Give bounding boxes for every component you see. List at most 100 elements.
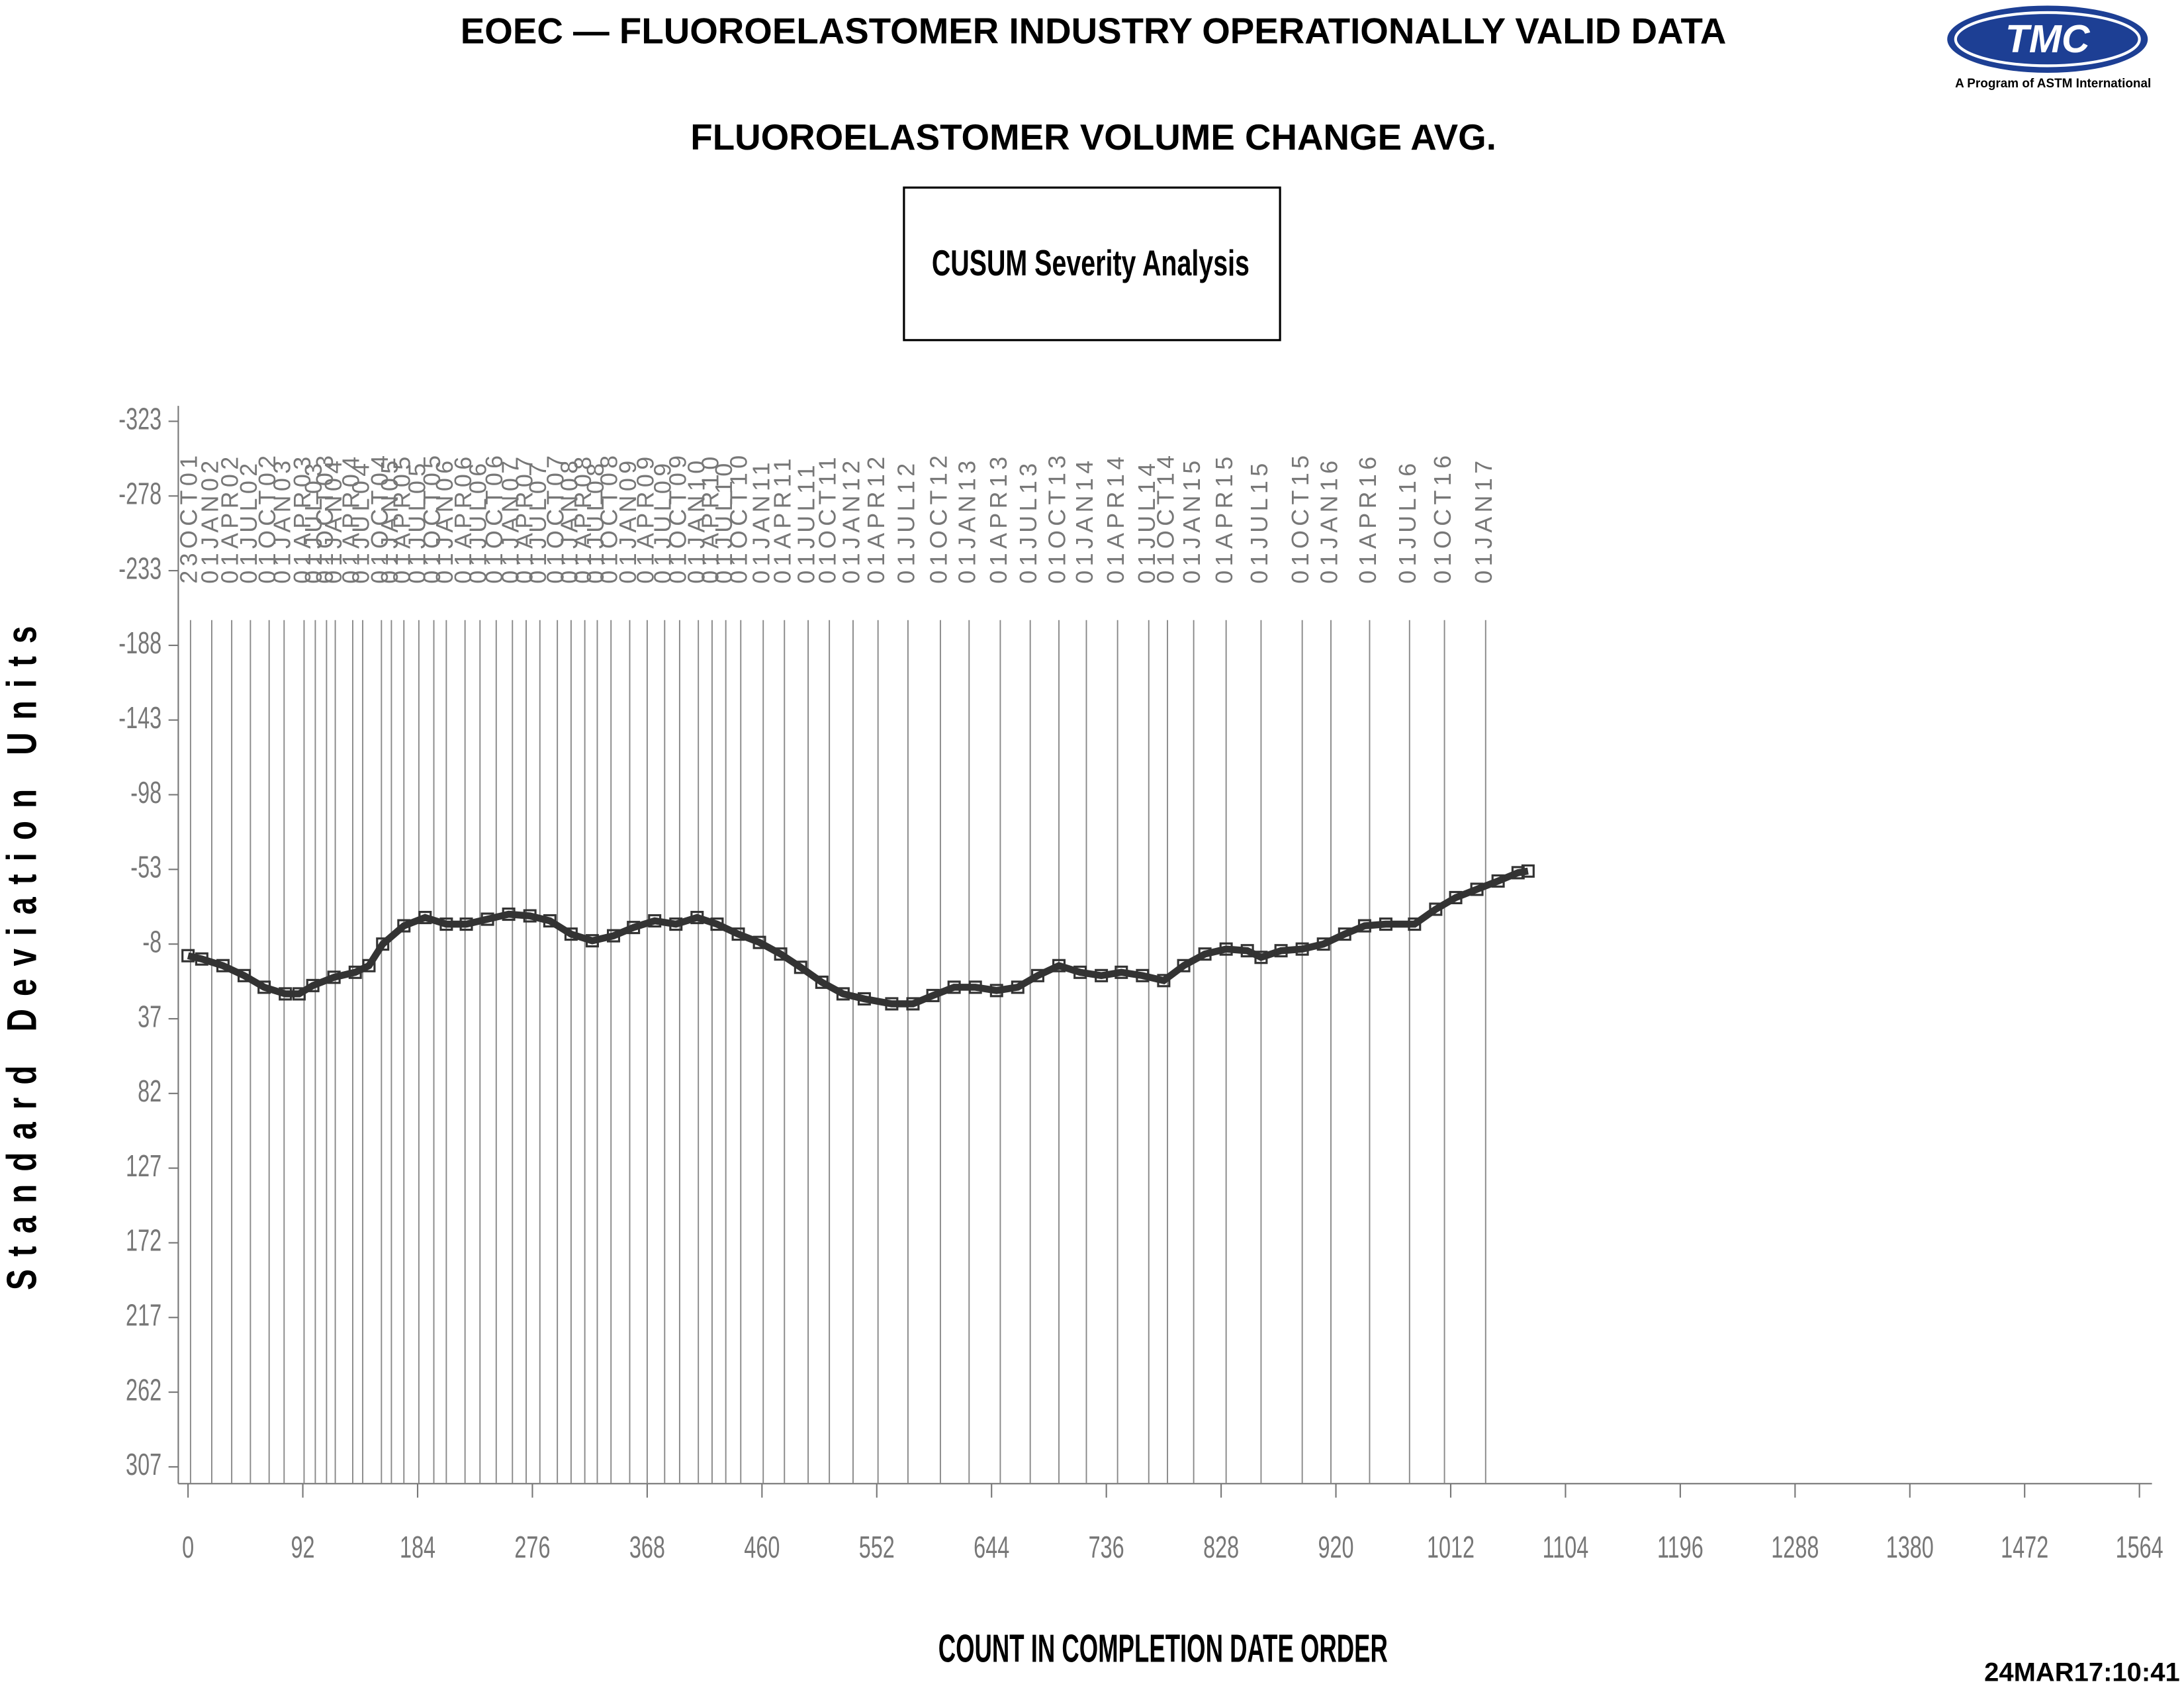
y-tick-label: 82 — [138, 1075, 161, 1109]
date-label: 01JUL15 — [1246, 459, 1273, 583]
date-label: 01JUL11 — [794, 461, 820, 584]
logo — [1947, 5, 2148, 73]
date-label: 01OCT04 — [367, 451, 393, 583]
marker — [1408, 917, 1422, 931]
date-label: 01APR06 — [450, 452, 477, 583]
date-label: 01JAN03 — [269, 456, 296, 583]
date-label: 01OCT13 — [1044, 451, 1071, 583]
marker — [752, 935, 766, 949]
y-tick-label: 37 — [138, 1000, 161, 1034]
y-tick-label: -188 — [118, 627, 161, 661]
y-tick-label: -53 — [130, 851, 161, 884]
marker — [292, 987, 306, 1001]
y-tick-label: -233 — [118, 552, 161, 586]
marker — [1011, 980, 1024, 994]
date-label: 01APR08 — [570, 452, 596, 583]
date-label: 01JUL07 — [525, 459, 551, 583]
x-tick-label: 644 — [974, 1530, 1009, 1564]
date-label: 01JAN07 — [498, 456, 524, 583]
date-label: 01JUL14 — [1134, 459, 1160, 583]
date-label: 01JAN11 — [749, 458, 775, 584]
marker — [1240, 944, 1254, 958]
date-label: 01APR02 — [217, 452, 244, 583]
date-label: 01JAN16 — [1316, 456, 1343, 583]
date-label: 01JAN17 — [1471, 456, 1497, 583]
marker — [523, 909, 537, 923]
marker — [794, 961, 807, 974]
date-label: 01OCT07 — [543, 451, 569, 583]
y-tick-label: -278 — [118, 477, 161, 511]
date-label: 01OCT02 — [254, 451, 281, 583]
date-label: 01JUL12 — [893, 459, 919, 583]
date-label: 01OCT15 — [1287, 451, 1314, 583]
marker — [216, 959, 230, 972]
x-tick-label: 460 — [744, 1530, 780, 1564]
chart-title: EOEC — FLUOROELASTOMER INDUSTRY OPERATIO… — [461, 10, 1727, 51]
marker — [774, 947, 788, 961]
x-tick-label: 1564 — [2116, 1530, 2163, 1564]
cusum-line — [187, 867, 1529, 1008]
timestamp: 24MAR17:10:41 — [1984, 1658, 2180, 1687]
date-label: 01OCT08 — [596, 451, 623, 583]
date-label: 23OCT01 — [175, 451, 202, 583]
marker — [1177, 959, 1191, 972]
date-label: 01JUL04 — [348, 459, 375, 583]
x-tick-label: 1196 — [1657, 1530, 1704, 1564]
marker — [348, 965, 362, 979]
marker — [181, 949, 195, 962]
date-label: 01OCT10 — [726, 451, 752, 583]
date-label: 01OCT16 — [1430, 451, 1456, 583]
marker — [459, 917, 473, 931]
marker — [1095, 968, 1109, 982]
marker — [1357, 919, 1371, 933]
x-tick-label: 552 — [859, 1530, 895, 1564]
x-tick-label: 1380 — [1886, 1530, 1934, 1564]
y-tick-label: -8 — [142, 925, 161, 959]
date-label: 01JAN08 — [556, 456, 582, 583]
date-label: 01OCT05 — [419, 451, 445, 583]
date-label: 01JAN10 — [684, 456, 710, 583]
x-tick-label: 1012 — [1427, 1530, 1475, 1564]
marker — [968, 980, 982, 994]
marker — [1136, 968, 1150, 982]
marker — [989, 984, 1003, 998]
x-tick-label: 1104 — [1543, 1530, 1589, 1564]
marker — [885, 997, 899, 1011]
marker — [1429, 902, 1443, 916]
marker — [1073, 965, 1087, 979]
marker — [947, 980, 961, 994]
date-label: 01JUL16 — [1394, 459, 1421, 583]
date-label: 01APR07 — [512, 452, 538, 583]
marker — [1115, 965, 1128, 979]
logo-text: TMC — [2005, 17, 2091, 61]
date-label: 01APR03 — [289, 452, 316, 583]
y-tick-label: 217 — [126, 1299, 161, 1333]
legend-box — [903, 186, 1281, 342]
marker — [1338, 927, 1351, 941]
marker — [1491, 874, 1505, 888]
marker — [362, 959, 376, 972]
x-tick-label: 1288 — [1771, 1530, 1819, 1564]
date-label: 01APR14 — [1103, 452, 1129, 583]
x-tick-label: 184 — [400, 1530, 435, 1564]
x-tick-label: 368 — [629, 1530, 665, 1564]
x-axis-label: COUNT IN COMPLETION DATE ORDER — [938, 1627, 1388, 1671]
marker — [669, 917, 683, 931]
x-tick-label: 736 — [1089, 1530, 1124, 1564]
date-label: 01OCT14 — [1153, 451, 1179, 583]
marker — [237, 968, 251, 982]
date-label: 01JUL03 — [300, 459, 327, 583]
date-label: 01JUL06 — [465, 459, 492, 583]
y-tick-label: 307 — [126, 1448, 161, 1482]
date-label: 01JAN09 — [615, 456, 641, 583]
marker — [606, 929, 620, 943]
marker — [906, 997, 920, 1011]
date-label: 01OCT09 — [664, 451, 691, 583]
y-axis-label: Standard Deviation Units — [0, 614, 45, 1290]
date-label: 01JAN15 — [1179, 456, 1205, 583]
marker — [1449, 890, 1463, 905]
y-tick-label: -98 — [130, 776, 161, 810]
marker — [195, 952, 208, 966]
date-label: 01JUL08 — [582, 459, 609, 583]
